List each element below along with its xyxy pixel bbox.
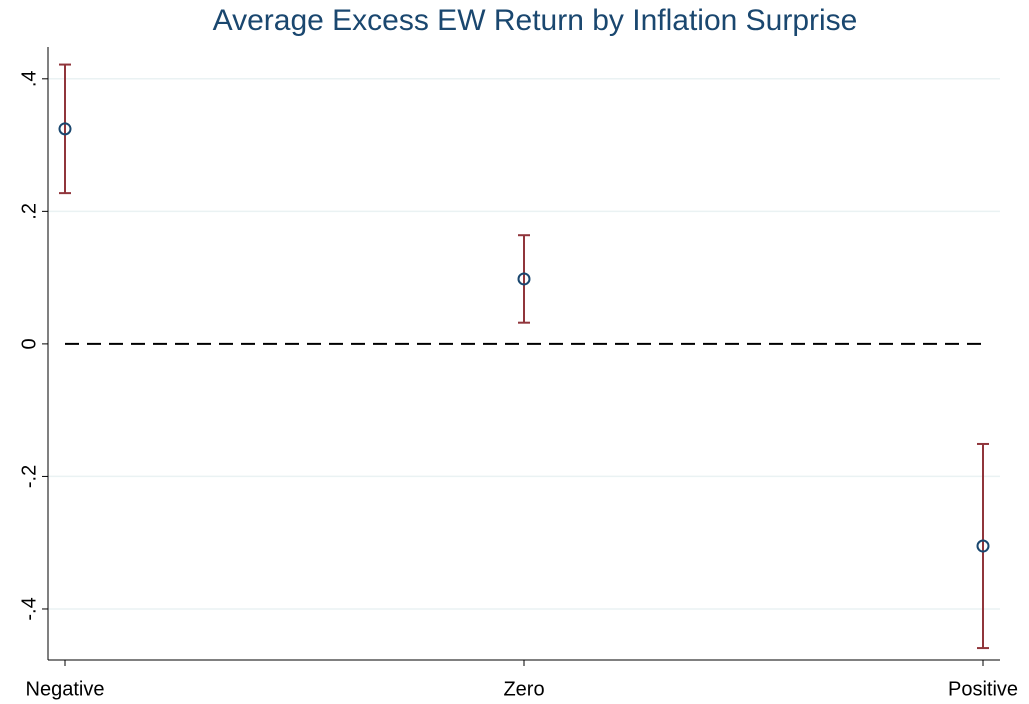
point	[58, 122, 72, 136]
x-tick-label: Negative	[26, 678, 105, 700]
point	[517, 272, 531, 286]
y-tick-label: -.2	[18, 465, 40, 488]
y-tick-label: -.4	[18, 597, 40, 620]
chart-title: Average Excess EW Return by Inflation Su…	[213, 4, 858, 37]
error-bar	[977, 442, 989, 650]
x-tick-label: Positive	[948, 678, 1018, 700]
y-tick-label: .2	[18, 203, 40, 220]
point	[976, 539, 990, 553]
error-bar	[59, 63, 71, 195]
y-tick-label: .4	[18, 70, 40, 87]
x-tick-label: Zero	[503, 678, 544, 700]
y-tick-label: 0	[18, 338, 40, 349]
error-bar	[518, 234, 530, 324]
